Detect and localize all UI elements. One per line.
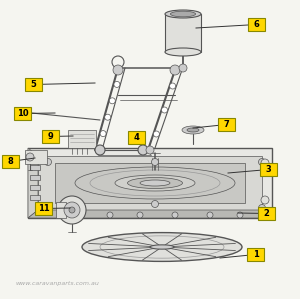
Text: 7: 7 xyxy=(224,120,230,129)
Circle shape xyxy=(207,212,213,218)
Circle shape xyxy=(95,145,105,155)
Circle shape xyxy=(44,205,52,211)
Text: 11: 11 xyxy=(38,204,50,213)
Circle shape xyxy=(77,212,83,218)
FancyBboxPatch shape xyxy=(260,163,277,176)
FancyBboxPatch shape xyxy=(248,18,265,31)
Text: 5: 5 xyxy=(31,80,36,89)
FancyBboxPatch shape xyxy=(42,130,59,143)
Circle shape xyxy=(138,145,148,155)
Circle shape xyxy=(105,114,111,120)
FancyBboxPatch shape xyxy=(2,155,19,168)
Text: 3: 3 xyxy=(266,165,272,174)
Polygon shape xyxy=(165,14,201,52)
Text: 1: 1 xyxy=(253,250,258,259)
Bar xyxy=(56,202,66,218)
Ellipse shape xyxy=(170,11,196,17)
Circle shape xyxy=(137,212,143,218)
Text: 2: 2 xyxy=(264,209,269,218)
Text: 10: 10 xyxy=(17,109,28,118)
Circle shape xyxy=(113,65,123,75)
Circle shape xyxy=(114,81,120,87)
Ellipse shape xyxy=(165,48,201,56)
Polygon shape xyxy=(55,163,245,203)
Ellipse shape xyxy=(150,245,174,249)
Ellipse shape xyxy=(140,180,170,186)
Text: 9: 9 xyxy=(48,132,53,141)
Circle shape xyxy=(259,205,266,211)
Ellipse shape xyxy=(187,128,199,132)
Circle shape xyxy=(179,64,187,72)
Text: 8: 8 xyxy=(8,157,14,166)
Circle shape xyxy=(259,158,266,166)
Circle shape xyxy=(161,107,167,113)
Bar xyxy=(30,185,40,190)
Polygon shape xyxy=(38,156,262,210)
FancyBboxPatch shape xyxy=(35,202,52,215)
Bar xyxy=(30,165,40,170)
Circle shape xyxy=(58,196,86,224)
Ellipse shape xyxy=(128,178,182,188)
Circle shape xyxy=(169,83,175,89)
Ellipse shape xyxy=(165,10,201,18)
Circle shape xyxy=(100,131,106,137)
Polygon shape xyxy=(28,148,38,218)
FancyBboxPatch shape xyxy=(258,207,275,220)
FancyBboxPatch shape xyxy=(14,107,31,120)
Bar xyxy=(25,150,47,164)
Text: www.caravanparts.com.au: www.caravanparts.com.au xyxy=(15,281,99,286)
Circle shape xyxy=(170,65,180,75)
Text: 4: 4 xyxy=(134,133,140,142)
Circle shape xyxy=(261,159,269,167)
Ellipse shape xyxy=(182,126,204,134)
FancyBboxPatch shape xyxy=(247,248,264,261)
Circle shape xyxy=(152,158,158,166)
Ellipse shape xyxy=(82,233,242,261)
Circle shape xyxy=(146,146,154,154)
Circle shape xyxy=(69,207,75,213)
Bar xyxy=(30,175,40,180)
FancyBboxPatch shape xyxy=(128,131,145,144)
Circle shape xyxy=(172,212,178,218)
Ellipse shape xyxy=(115,175,195,191)
Bar xyxy=(30,195,40,200)
Circle shape xyxy=(64,202,80,218)
Circle shape xyxy=(261,196,269,204)
Circle shape xyxy=(152,201,158,208)
Circle shape xyxy=(44,158,52,166)
Circle shape xyxy=(109,98,115,104)
Circle shape xyxy=(237,212,243,218)
Circle shape xyxy=(26,153,34,161)
Circle shape xyxy=(107,212,113,218)
Polygon shape xyxy=(28,210,272,218)
Circle shape xyxy=(153,131,159,137)
Bar xyxy=(68,130,96,148)
FancyBboxPatch shape xyxy=(218,118,235,131)
Polygon shape xyxy=(28,148,272,218)
FancyBboxPatch shape xyxy=(25,78,42,91)
Text: 6: 6 xyxy=(254,20,260,29)
